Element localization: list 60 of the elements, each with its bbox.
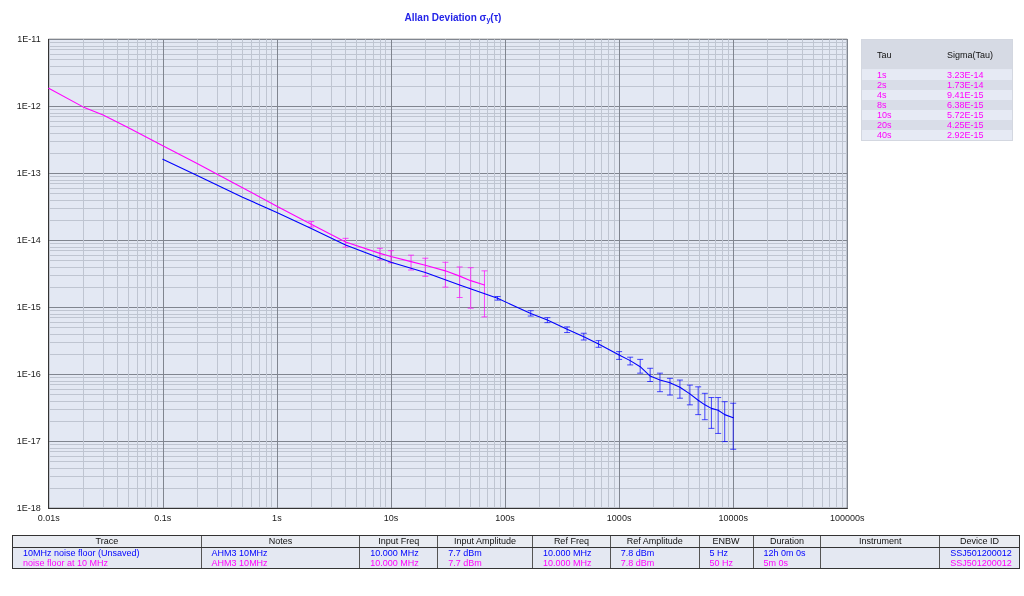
y-tick-label: 1E-14 [16,235,41,246]
category-label: 10s [877,110,892,120]
text: AHM3 10MHz [211,548,268,558]
y-tick-label: 1E-11 [17,34,41,45]
y-tick-label: 1E-17 [16,436,41,447]
text: Instrument [859,536,902,546]
category-label: 40s [877,130,892,140]
text: 10.000 MHz [370,548,419,558]
text: 10.000 MHz [370,558,419,568]
text: 2.92E-15 [947,130,984,140]
x-tick-label: 0.01s [37,512,61,523]
text: 4.25E-15 [947,120,984,130]
x-tick-label: 100000s [830,512,866,523]
text: 6.38E-15 [947,100,984,110]
text: 7.8 dBm [620,558,655,568]
category-label: 8s [877,100,887,110]
text: Notes [268,536,293,546]
text: 7.7 dBm [448,548,482,558]
text: Input Amplitude [454,536,517,546]
text: Tau [877,49,892,60]
category-label: 20s [877,120,892,130]
text: AHM3 10MHz [211,558,268,568]
text: 12h 0m 0s [763,548,806,558]
category-label: 2s [877,80,887,90]
y-tick-label: 1E-18 [16,503,41,514]
text: Trace [95,536,119,546]
text: 5 Hz [709,548,729,558]
text: 5m 0s [763,558,789,568]
text: 5.72E-15 [947,110,984,120]
category-label: 4s [877,90,887,100]
y-tick-label: 1E-13 [16,168,41,179]
category-label: 10MHz noise floor (Unsaved) [23,548,140,558]
text: SSJ501200012 [950,558,1012,568]
text: 10.000 MHz [542,548,592,558]
text: Input Freq [378,536,420,546]
text: Ref Freq [553,536,589,546]
category-label: noise floor at 10 MHz [23,558,109,568]
text: 3.23E-14 [947,70,984,80]
text: Device ID [960,536,1000,546]
text: 7.8 dBm [620,548,655,558]
category-label: 1s [877,70,887,80]
text: 7.7 dBm [448,558,482,568]
text: 50 Hz [709,558,734,568]
x-tick-label: 10s [383,512,399,523]
text: 1.73E-14 [947,80,984,90]
x-tick-label: 1s [272,512,283,523]
text: Duration [769,536,804,546]
y-tick-label: 1E-15 [16,302,41,313]
text: ENBW [712,536,740,546]
x-tick-label: 0.1s [154,512,172,523]
text: 9.41E-15 [947,90,984,100]
text: SSJ501200012 [950,548,1012,558]
x-tick-label: 10000s [718,512,749,523]
y-tick-label: 1E-16 [16,369,41,380]
x-tick-label: 100s [495,512,516,523]
x-tick-label: 1000s [606,512,632,523]
text: 10.000 MHz [542,558,592,568]
text: Ref Amplitude [626,536,683,546]
text: Sigma(Tau) [947,49,994,60]
y-tick-label: 1E-12 [16,101,41,112]
